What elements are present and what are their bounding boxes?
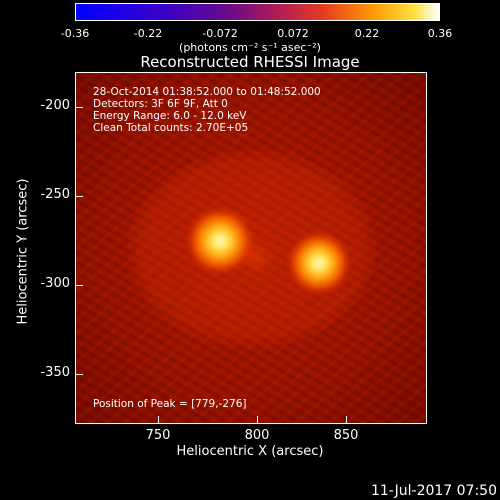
x-tick-label: 850: [333, 428, 359, 443]
image-plot: [75, 72, 427, 424]
colorbar: [75, 3, 440, 21]
colorbar-tick: -0.36: [60, 27, 90, 40]
colorbar-unit: (photons cm⁻² s⁻¹ asec⁻²): [179, 41, 321, 54]
y-tick-label: -300: [40, 276, 70, 291]
y-axis-label: Heliocentric Y (arcsec): [15, 178, 31, 325]
hxr-source-1: [186, 207, 254, 275]
x-tick-label: 750: [145, 428, 171, 443]
x-axis-label: Heliocentric X (arcsec): [176, 444, 324, 459]
info-energy-range: Energy Range: 6.0 - 12.0 keV: [93, 110, 247, 122]
info-detectors: Detectors: 3F 6F 9F, Att 0: [93, 98, 228, 110]
y-tick-label: -250: [40, 187, 70, 202]
colorbar-tick: 0.072: [277, 27, 309, 40]
colorbar-tick: 0.22: [354, 27, 380, 40]
y-tick-label: -200: [40, 98, 70, 113]
hxr-source-2: [287, 231, 351, 295]
x-tick-label: 800: [244, 428, 270, 443]
info-clean-counts: Clean Total counts: 2.70E+05: [93, 122, 249, 134]
colorbar-tick: -0.072: [202, 27, 238, 40]
footer-timestamp: 11-Jul-2017 07:50: [370, 483, 497, 499]
y-tick-label: -350: [40, 365, 70, 380]
colorbar-tick: -0.22: [133, 27, 163, 40]
image-title: Reconstructed RHESSI Image: [140, 53, 360, 71]
info-peak-position: Position of Peak = [779,-276]: [93, 398, 247, 410]
colorbar-tick: 0.36: [427, 27, 453, 40]
solar-image: [76, 73, 426, 423]
info-time-range: 28-Oct-2014 01:38:52.000 to 01:48:52.000: [93, 86, 321, 98]
